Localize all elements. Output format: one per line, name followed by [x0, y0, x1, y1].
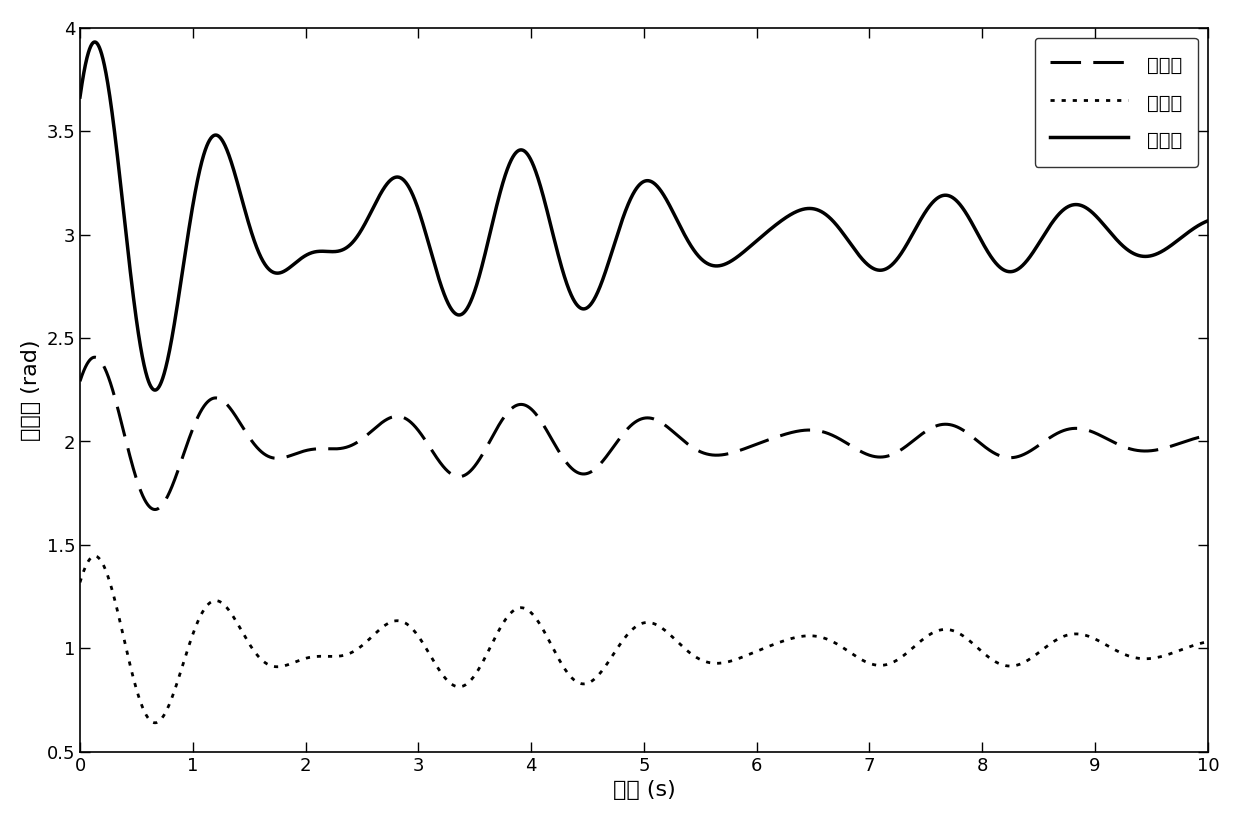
Y-axis label: 姿态角 (rad): 姿态角 (rad) — [21, 339, 41, 441]
X-axis label: 时间 (s): 时间 (s) — [613, 780, 676, 800]
Legend: 滚转角, 偏航角, 俦仰角: 滚转角, 偏航角, 俦仰角 — [1034, 38, 1198, 167]
